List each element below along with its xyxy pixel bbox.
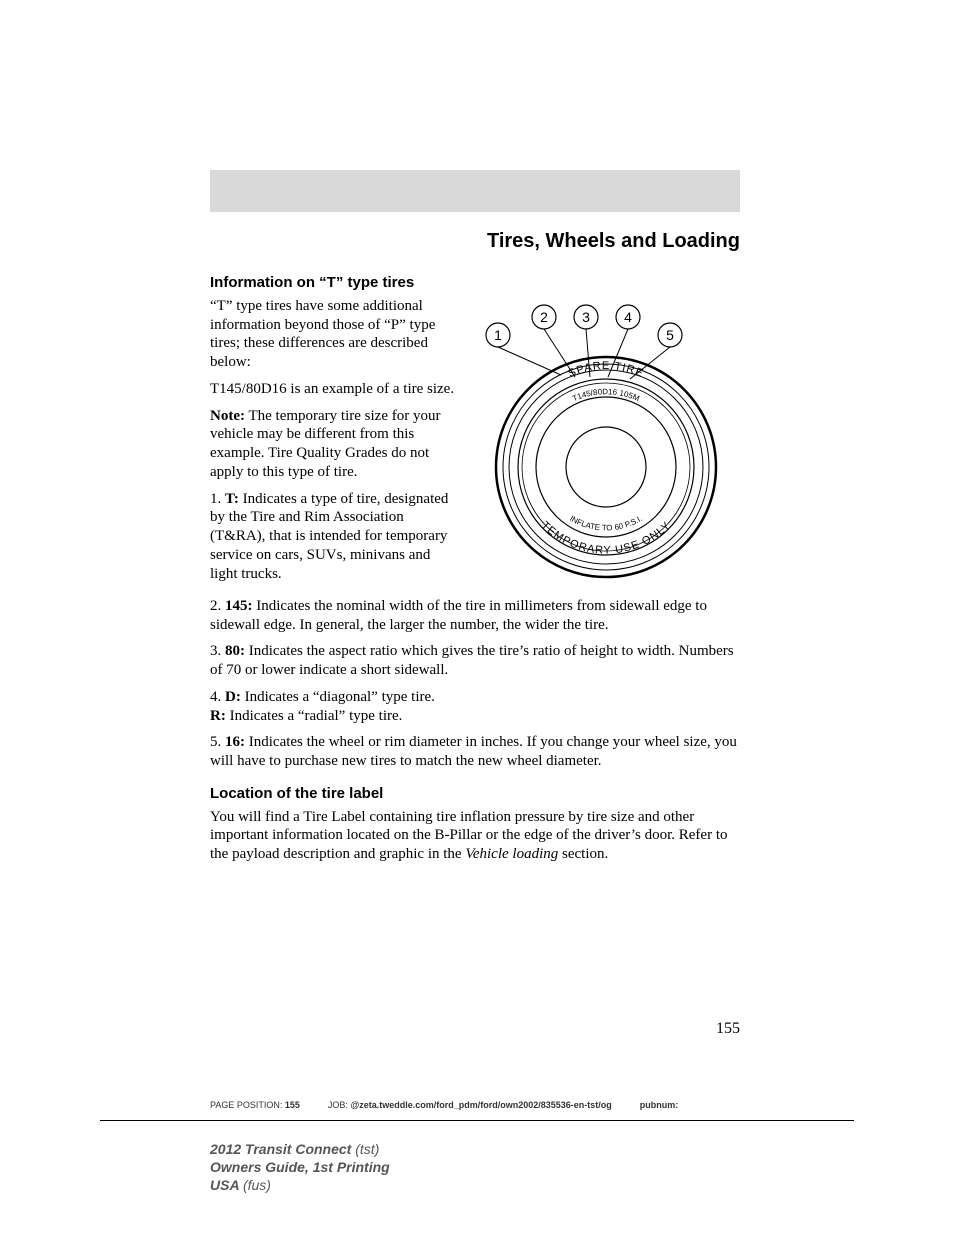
callout-line-1 [498,347,561,375]
item-5-bold: 16: [225,734,245,750]
footline-label-1: PAGE POSITION: [210,1100,282,1110]
item-2-bold: 145: [225,598,253,614]
pubinfo-line-1: 2012 Transit Connect (tst) [210,1140,390,1158]
item-4a: 4. D: Indicates a “diagonal” type tire. [210,688,740,707]
section-title: Tires, Wheels and Loading [210,230,740,253]
pubinfo-1a: 2012 Transit Connect [210,1141,355,1157]
note-body: The temporary tire size for your vehicle… [210,408,440,480]
callout-2: 2 [532,305,556,329]
tire-label-body-b: section. [558,846,608,862]
item-4a-body: Indicates a “diagonal” type tire. [241,689,435,705]
item-1-prefix: 1. [210,491,225,507]
tire-label-italic: Vehicle loading [465,846,558,862]
item-3-prefix: 3. [210,643,225,659]
item-4b-bold: R: [210,708,226,724]
item-4a-prefix: 4. [210,689,225,705]
svg-text:1: 1 [494,327,502,343]
tire-figure: SPARE TIRE T145/80D16 105M TEMPORARY USE… [472,297,740,597]
tire-top-text: SPARE TIRE [566,360,645,380]
page: Tires, Wheels and Loading Information on… [0,0,954,1235]
footline-value-2: @zeta.tweddle.com/ford_pdm/ford/own2002/… [350,1100,611,1110]
header-gray-band [210,170,740,212]
item-5-body: Indicates the wheel or rim diameter in i… [210,734,737,769]
item-2-body: Indicates the nominal width of the tire … [210,598,707,633]
item-1-bold: T: [225,491,239,507]
item-4b: R: Indicates a “radial” type tire. [210,707,740,726]
item-1-body: Indicates a type of tire, designated by … [210,491,448,582]
svg-text:3: 3 [582,309,590,325]
footline-value-1: 155 [285,1100,300,1110]
pubinfo-3a: USA [210,1177,243,1193]
item-5: 5. 16: Indicates the wheel or rim diamet… [210,733,740,771]
svg-text:5: 5 [666,327,674,343]
pubinfo-3b: (fus) [243,1177,271,1193]
footer-rule [100,1120,854,1121]
page-number: 155 [716,1020,740,1038]
item-4b-body: Indicates a “radial” type tire. [226,708,403,724]
intro-paragraph: “T” type tires have some additional info… [210,297,458,372]
svg-text:4: 4 [624,309,632,325]
example-line: T145/80D16 is an example of a tire size. [210,380,458,399]
callout-3: 3 [574,305,598,329]
tire-label-paragraph: You will find a Tire Label containing ti… [210,808,740,864]
left-text-column: “T” type tires have some additional info… [210,297,458,592]
callout-5: 5 [658,323,682,347]
print-footline: PAGE POSITION: 155 JOB: @zeta.tweddle.co… [210,1100,770,1110]
callout-1: 1 [486,323,510,347]
note-paragraph: Note: The temporary tire size for your v… [210,407,458,482]
svg-text:2: 2 [540,309,548,325]
pubinfo-line-3: USA (fus) [210,1176,390,1194]
footline-label-2: JOB: [328,1100,348,1110]
two-column-block: “T” type tires have some additional info… [210,297,740,597]
subheading-tire-label: Location of the tire label [210,785,740,804]
callout-4: 4 [616,305,640,329]
item-1: 1. T: Indicates a type of tire, designat… [210,490,458,584]
tire-svg: SPARE TIRE T145/80D16 105M TEMPORARY USE… [472,297,740,597]
item-3: 3. 80: Indicates the aspect ratio which … [210,642,740,680]
item-4a-bold: D: [225,689,241,705]
item-3-body: Indicates the aspect ratio which gives t… [210,643,734,678]
item-5-prefix: 5. [210,734,225,750]
publication-info: 2012 Transit Connect (tst) Owners Guide,… [210,1140,390,1195]
content-area: Information on “T” type tires “T” type t… [210,268,740,872]
subheading-t-type: Information on “T” type tires [210,274,740,293]
pubinfo-line-2: Owners Guide, 1st Printing [210,1158,390,1176]
item-2: 2. 145: Indicates the nominal width of t… [210,597,740,635]
tire-inflate-text: INFLATE TO 60 P.S.I. [568,514,644,533]
item-3-bold: 80: [225,643,245,659]
pubinfo-1b: (tst) [355,1141,379,1157]
footline-label-3: pubnum: [640,1100,679,1110]
note-label: Note: [210,408,245,424]
item-2-prefix: 2. [210,598,225,614]
